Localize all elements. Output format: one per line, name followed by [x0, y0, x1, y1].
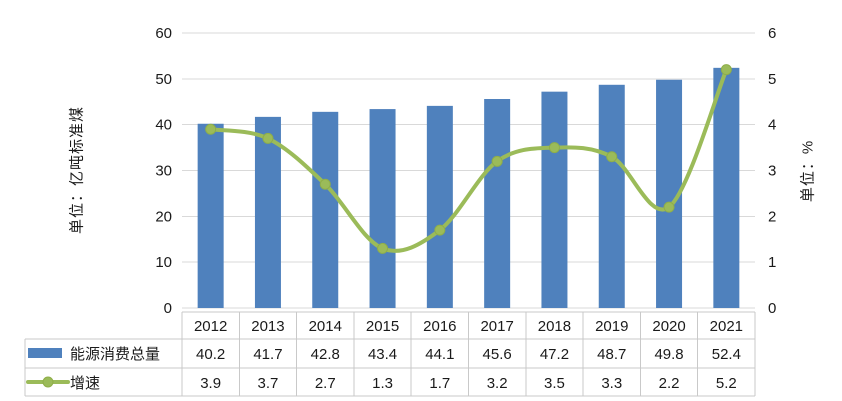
year-cell-2013: 2013 [251, 318, 284, 335]
bar-value-cell-2020: 49.8 [654, 346, 683, 363]
line-marker-2013 [262, 132, 274, 144]
year-cell-2018: 2018 [538, 318, 571, 335]
legend-line-label: 增速 [70, 375, 100, 392]
year-cell-2021: 2021 [710, 318, 743, 335]
left-axis-title: 单位：亿吨标准煤 [68, 105, 86, 235]
year-cell-2015: 2015 [366, 318, 399, 335]
bar-value-cell-2021: 52.4 [712, 346, 741, 363]
line-value-cell-2015: 1.3 [372, 375, 393, 392]
left-axis-tick-60: 60 [155, 25, 172, 42]
bar-2012 [197, 123, 224, 308]
bar-value-cell-2017: 45.6 [483, 346, 512, 363]
bar-value-cell-2019: 48.7 [597, 346, 626, 363]
bar-2015 [369, 109, 396, 308]
bar-2014 [312, 111, 339, 308]
line-value-cell-2014: 2.7 [315, 375, 336, 392]
legend-line-marker-icon [42, 376, 54, 388]
right-axis-title: 单位：% [799, 139, 817, 203]
line-marker-2019 [606, 151, 618, 163]
right-axis-tick-1: 1 [768, 254, 776, 271]
year-cell-2019: 2019 [595, 318, 628, 335]
line-marker-2016 [434, 224, 446, 236]
year-cell-2020: 2020 [652, 318, 685, 335]
line-value-cell-2012: 3.9 [200, 375, 221, 392]
bar-value-cell-2014: 42.8 [311, 346, 340, 363]
line-marker-2018 [548, 142, 560, 154]
left-axis-tick-30: 30 [155, 163, 172, 180]
year-cell-2016: 2016 [423, 318, 456, 335]
line-marker-2012 [205, 123, 217, 135]
bar-2018 [541, 91, 568, 309]
line-value-cell-2020: 2.2 [659, 375, 680, 392]
bar-value-cell-2013: 41.7 [253, 346, 282, 363]
left-axis-tick-20: 20 [155, 208, 172, 225]
line-marker-2015 [377, 242, 389, 254]
bar-2016 [426, 105, 453, 308]
bar-2019 [598, 84, 625, 309]
growth-line [208, 67, 729, 253]
bar-2017 [484, 99, 511, 308]
line-value-cell-2013: 3.7 [258, 375, 279, 392]
right-axis-tick-3: 3 [768, 163, 776, 180]
bar-2021 [713, 67, 740, 308]
line-marker-2020 [663, 201, 675, 213]
left-axis-tick-40: 40 [155, 117, 172, 134]
line-marker-2014 [319, 178, 331, 190]
bar-value-cell-2016: 44.1 [425, 346, 454, 363]
left-axis-tick-50: 50 [155, 71, 172, 88]
line-marker-2017 [491, 155, 503, 167]
year-cell-2014: 2014 [309, 318, 342, 335]
line-value-cell-2018: 3.5 [544, 375, 565, 392]
right-axis-tick-5: 5 [768, 71, 776, 88]
year-cell-2017: 2017 [480, 318, 513, 335]
left-axis-tick-10: 10 [155, 254, 172, 271]
right-axis-tick-4: 4 [768, 117, 776, 134]
line-value-cell-2021: 5.2 [716, 375, 737, 392]
right-axis-tick-6: 6 [768, 25, 776, 42]
bar-value-cell-2015: 43.4 [368, 346, 397, 363]
line-marker-2021 [720, 64, 732, 76]
legend-bar-label: 能源消费总量 [70, 346, 160, 363]
legend-bar-swatch-icon [28, 348, 62, 358]
year-cell-2012: 2012 [194, 318, 227, 335]
bar-value-cell-2018: 47.2 [540, 346, 569, 363]
right-axis-tick-0: 0 [768, 300, 776, 317]
line-value-cell-2019: 3.3 [601, 375, 622, 392]
bar-value-cell-2012: 40.2 [196, 346, 225, 363]
bar-2013 [254, 116, 281, 308]
left-axis-tick-0: 0 [164, 300, 172, 317]
line-value-cell-2017: 3.2 [487, 375, 508, 392]
line-value-cell-2016: 1.7 [429, 375, 450, 392]
right-axis-tick-2: 2 [768, 208, 776, 225]
